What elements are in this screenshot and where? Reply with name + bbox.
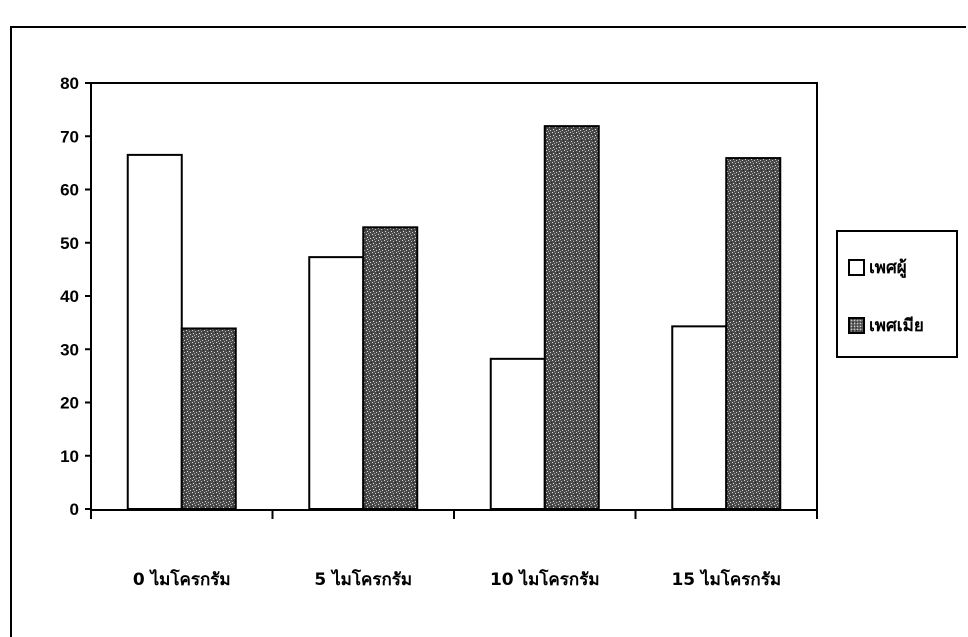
y-tick-label: 50: [60, 234, 79, 253]
bar-female: [725, 157, 782, 511]
chart-frame: [10, 26, 966, 637]
bar-female: [180, 327, 237, 511]
legend-label-male: เพศผู้: [869, 258, 907, 278]
bar-male: [308, 256, 365, 510]
y-tick-label: 60: [60, 181, 79, 200]
y-tick-label: 0: [70, 500, 79, 519]
x-category-label: 15 ไมโครกรัม: [671, 569, 781, 590]
y-tick-label: 10: [60, 447, 79, 466]
y-tick-label: 40: [60, 287, 79, 306]
legend: เพศผู้ เพศเมีย: [836, 230, 958, 358]
y-tick-label: 30: [60, 340, 79, 359]
legend-item-male: เพศผู้: [848, 254, 907, 281]
bar-female: [543, 125, 600, 510]
bar-male: [671, 325, 728, 511]
bar-male: [126, 153, 183, 510]
bar-female: [362, 226, 419, 510]
legend-item-female: เพศเมีย: [848, 312, 924, 339]
y-tick-label: 70: [60, 127, 79, 146]
legend-swatch-male: [848, 259, 865, 276]
x-category-label: 0 ไมโครกรัม: [133, 569, 231, 590]
x-category-label: 10 ไมโครกรัม: [490, 569, 600, 590]
legend-swatch-female: [848, 317, 865, 334]
y-tick-label: 20: [60, 394, 79, 413]
x-category-label: 5 ไมโครกรัม: [314, 569, 412, 590]
y-tick-label: 80: [60, 74, 79, 93]
bar-male: [489, 357, 546, 510]
legend-label-female: เพศเมีย: [869, 316, 924, 336]
